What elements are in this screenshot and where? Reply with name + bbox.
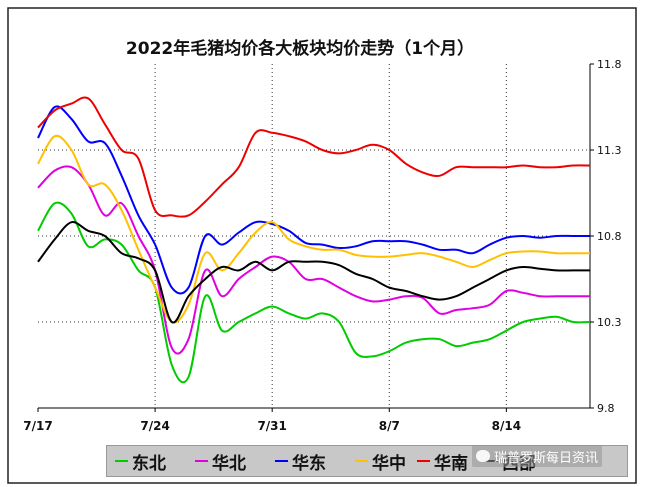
y-tick-label: 11.3 — [597, 144, 622, 157]
outer-border — [7, 7, 637, 484]
series-line-1 — [37, 165, 591, 355]
legend-label: 华南 — [434, 453, 468, 474]
legend-swatch — [355, 460, 368, 462]
series-line-4 — [37, 96, 591, 218]
legend-label: 华中 — [372, 453, 406, 474]
y-tick-label: 10.3 — [597, 316, 622, 329]
chat-bubble-icon — [476, 450, 490, 462]
legend-swatch — [417, 460, 430, 462]
y-tick-label: 9.8 — [597, 402, 615, 415]
series-layer — [37, 96, 591, 384]
series-line-0 — [37, 201, 591, 384]
legend-item: 东北 — [115, 451, 166, 474]
watermark: 瑞普罗斯每日资讯 — [472, 445, 603, 467]
x-tick-label: 8/7 — [379, 419, 400, 433]
axis-layer: 11.8 11.3 10.8 10.3 9.8 7/17 7/24 7/31 8/7 8/14 — [23, 58, 621, 433]
watermark-text: 瑞普罗斯每日资讯 — [494, 450, 599, 466]
chart-title: 2022年毛猪均价各大板块均价走势（1个月） — [126, 38, 474, 59]
legend-item: 华南 — [417, 451, 468, 474]
y-tick-label: 11.8 — [597, 58, 622, 71]
legend-label: 东北 — [132, 453, 166, 474]
legend-item: 华东 — [275, 451, 326, 474]
series-line-2 — [37, 105, 590, 295]
x-tick-label: 7/24 — [140, 419, 169, 433]
legend-swatch — [115, 460, 128, 462]
grid-layer — [38, 64, 590, 408]
legend-label: 华东 — [292, 453, 326, 474]
legend-swatch — [195, 460, 208, 462]
legend-swatch — [275, 460, 288, 462]
x-tick-label: 8/14 — [492, 419, 521, 433]
legend-label: 华北 — [212, 453, 246, 474]
series-line-3 — [37, 134, 590, 324]
legend-item: 华中 — [355, 451, 406, 474]
legend-item: 华北 — [195, 451, 246, 474]
series-line-5 — [37, 221, 590, 324]
y-tick-label: 10.8 — [597, 230, 622, 243]
x-tick-label: 7/31 — [257, 419, 286, 433]
x-tick-label: 7/17 — [23, 419, 52, 433]
